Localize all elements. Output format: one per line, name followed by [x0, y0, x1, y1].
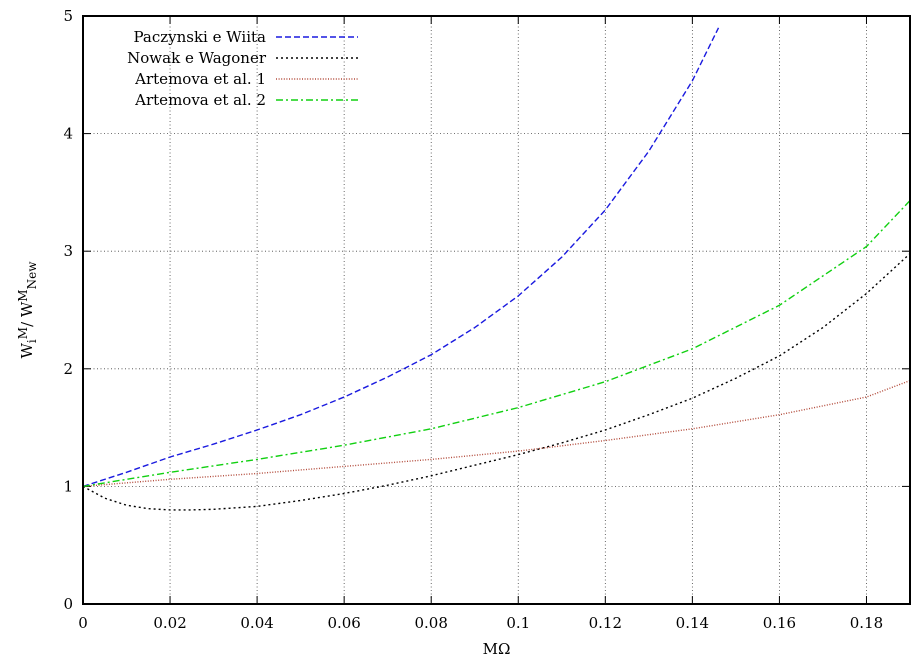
- grid: [83, 16, 910, 604]
- x-tick-label: 0.14: [676, 614, 709, 632]
- x-tick-label: 0.08: [415, 614, 448, 632]
- series-line-4: [82, 200, 911, 488]
- y-axis-title: WiM/ WMNew: [16, 261, 39, 359]
- y-tick-label: 3: [63, 242, 73, 260]
- x-axis-title: MΩ: [483, 640, 511, 658]
- legend-label-1: Paczynski e Wiita: [133, 28, 266, 46]
- x-tick-label: 0.06: [327, 614, 360, 632]
- x-tick-label: 0.16: [763, 614, 796, 632]
- legend-label-2: Nowak e Wagoner: [127, 49, 267, 67]
- legend-label-4: Artemova et al. 2: [134, 91, 266, 109]
- x-tick-label: 0.02: [153, 614, 186, 632]
- y-label-sub2: New: [25, 261, 39, 290]
- legend: Paczynski e Wiita Nowak e Wagoner Artemova…: [127, 28, 358, 109]
- y-tick-label: 0: [63, 595, 73, 613]
- plot-frame: [82, 15, 911, 605]
- plot-area: [82, 27, 911, 511]
- y-tick-label: 2: [63, 360, 73, 378]
- series-line-3: [82, 379, 911, 488]
- series-line-2: [82, 253, 911, 511]
- y-tick-label: 4: [63, 125, 73, 143]
- x-tick-labels: 0 0.02 0.04 0.06 0.08 0.1 0.12 0.14 0.16 0.18: [78, 614, 883, 632]
- x-tick-label: 0.1: [506, 614, 530, 632]
- y-tick-label: 5: [63, 7, 73, 25]
- y-label-base1: W: [18, 342, 36, 358]
- y-label-sub1: i: [25, 339, 39, 343]
- x-tick-label: 0.04: [240, 614, 273, 632]
- y-label-sep: / W: [18, 301, 36, 327]
- x-tick-label: 0: [78, 614, 88, 632]
- y-label-sup2: M: [16, 289, 30, 301]
- y-tick-labels: 0 1 2 3 4 5: [63, 7, 73, 613]
- legend-label-3: Artemova et al. 1: [134, 70, 266, 88]
- y-label-sup1: M: [16, 327, 30, 339]
- y-tick-label: 1: [63, 477, 73, 495]
- x-tick-label: 0.18: [850, 614, 883, 632]
- x-tick-label: 0.12: [589, 614, 622, 632]
